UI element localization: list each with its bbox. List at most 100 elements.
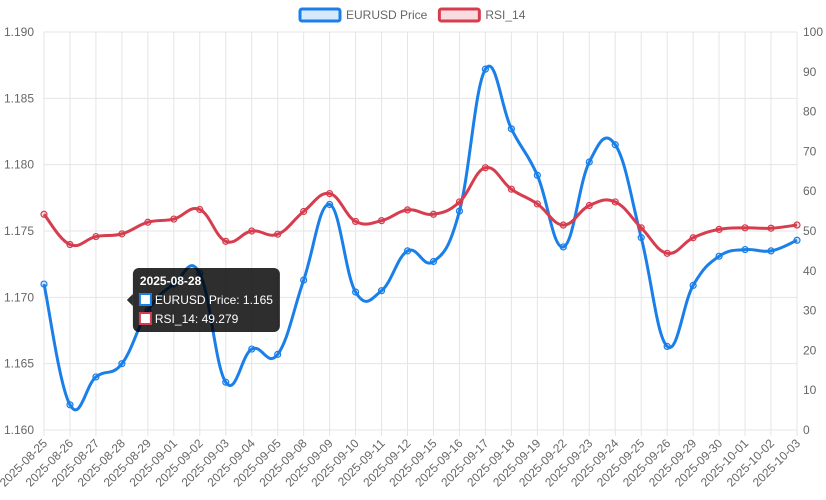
data-point-rsi-14[interactable] xyxy=(663,249,671,257)
right-y-tick-label: 90 xyxy=(803,65,817,79)
data-point-eurusd-price[interactable] xyxy=(118,360,126,368)
data-point-rsi-14[interactable] xyxy=(40,210,48,218)
data-point-eurusd-price[interactable] xyxy=(767,247,775,255)
data-point-rsi-14[interactable] xyxy=(403,206,412,214)
tooltip-title: 2025-08-28 xyxy=(140,274,202,288)
data-point-eurusd-price[interactable] xyxy=(689,281,697,289)
data-point-eurusd-price[interactable] xyxy=(481,65,490,73)
tooltip-box xyxy=(132,268,280,332)
legend-swatch xyxy=(437,7,481,23)
left-y-tick-label: 1.180 xyxy=(4,158,34,172)
data-point-rsi-14[interactable] xyxy=(274,230,282,238)
series-points[interactable] xyxy=(40,65,801,409)
data-point-eurusd-price[interactable] xyxy=(66,401,74,409)
right-y-tick-label: 50 xyxy=(803,224,817,238)
left-y-tick-label: 1.160 xyxy=(4,423,34,437)
series-line-eurusd-price xyxy=(42,64,798,412)
data-point-rsi-14[interactable] xyxy=(118,230,126,238)
left-y-axis: 1.160 1.165 1.170 1.175 1.180 1.185 1.190 xyxy=(4,25,34,437)
data-point-eurusd-price[interactable] xyxy=(300,276,308,284)
series-lines xyxy=(42,64,798,412)
right-y-tick-label: 10 xyxy=(803,383,817,397)
data-point-eurusd-price[interactable] xyxy=(455,207,464,215)
data-point-eurusd-price[interactable] xyxy=(351,288,360,296)
legend-label: RSI_14 xyxy=(485,8,525,22)
data-point-rsi-14[interactable] xyxy=(767,224,775,232)
data-point-rsi-14[interactable] xyxy=(455,198,464,206)
data-point-rsi-14[interactable] xyxy=(300,207,308,216)
series-line-rsi-14 xyxy=(42,166,798,255)
right-y-tick-label: 30 xyxy=(803,304,817,318)
data-point-rsi-14[interactable] xyxy=(793,221,801,229)
data-point-eurusd-price[interactable] xyxy=(326,200,334,209)
data-point-eurusd-price[interactable] xyxy=(507,125,515,133)
right-y-tick-label: 80 xyxy=(803,105,817,119)
data-point-eurusd-price[interactable] xyxy=(274,350,282,358)
data-point-rsi-14[interactable] xyxy=(689,234,697,242)
data-point-rsi-14[interactable] xyxy=(92,232,100,241)
x-axis: 2025-08-252025-08-262025-08-272025-08-28… xyxy=(0,436,803,490)
data-point-eurusd-price[interactable] xyxy=(663,342,671,351)
right-y-tick-label: 40 xyxy=(803,264,817,278)
data-point-rsi-14[interactable] xyxy=(637,224,645,232)
tooltip: 2025-08-28 EURUSD Price: 1.165 RSI_14: 49.… xyxy=(126,268,280,332)
data-point-eurusd-price[interactable] xyxy=(715,252,723,260)
data-point-rsi-14[interactable] xyxy=(481,164,490,172)
left-y-tick-label: 1.165 xyxy=(4,357,34,371)
data-point-eurusd-price[interactable] xyxy=(741,245,749,254)
tooltip-swatch xyxy=(138,312,152,325)
right-y-tick-label: 70 xyxy=(803,144,817,158)
right-y-tick-label: 0 xyxy=(803,423,810,437)
tooltip-caret xyxy=(126,294,133,306)
data-point-eurusd-price[interactable] xyxy=(222,378,230,386)
left-y-tick-label: 1.175 xyxy=(4,224,34,238)
right-y-tick-label: 20 xyxy=(803,343,817,357)
legend[interactable]: EURUSD Price RSI_14 xyxy=(298,7,526,23)
left-y-tick-label: 1.190 xyxy=(4,25,34,39)
legend-item-eurusd-price[interactable]: EURUSD Price xyxy=(298,7,428,23)
data-point-rsi-14[interactable] xyxy=(715,225,723,234)
data-point-eurusd-price[interactable] xyxy=(403,247,412,255)
data-point-rsi-14[interactable] xyxy=(559,221,567,229)
data-point-rsi-14[interactable] xyxy=(429,210,438,218)
data-point-eurusd-price[interactable] xyxy=(429,257,438,266)
data-point-eurusd-price[interactable] xyxy=(377,287,386,295)
right-y-tick-label: 60 xyxy=(803,184,817,198)
grid xyxy=(43,31,798,436)
data-point-eurusd-price[interactable] xyxy=(611,141,619,149)
data-point-rsi-14[interactable] xyxy=(351,217,360,226)
right-y-axis: 0 10 20 30 40 50 60 70 80 90 100 xyxy=(803,25,823,437)
legend-item-rsi-14[interactable]: RSI_14 xyxy=(437,7,526,23)
data-point-rsi-14[interactable] xyxy=(248,227,256,235)
legend-swatch xyxy=(298,7,342,23)
tooltip-line: RSI_14: 49.279 xyxy=(155,312,239,326)
data-point-rsi-14[interactable] xyxy=(66,240,74,249)
data-point-rsi-14[interactable] xyxy=(741,224,749,232)
data-point-rsi-14[interactable] xyxy=(533,200,541,208)
data-point-eurusd-price[interactable] xyxy=(585,158,593,166)
data-point-eurusd-price[interactable] xyxy=(559,243,567,251)
data-point-rsi-14[interactable] xyxy=(611,198,619,206)
data-point-eurusd-price[interactable] xyxy=(533,171,541,179)
data-point-rsi-14[interactable] xyxy=(377,217,386,225)
data-point-rsi-14[interactable] xyxy=(170,215,178,223)
data-point-rsi-14[interactable] xyxy=(196,205,204,214)
data-point-eurusd-price[interactable] xyxy=(793,236,801,244)
data-point-rsi-14[interactable] xyxy=(144,218,152,226)
data-point-eurusd-price[interactable] xyxy=(248,345,256,353)
tooltip-line: EURUSD Price: 1.165 xyxy=(155,293,273,307)
data-point-eurusd-price[interactable] xyxy=(637,234,645,242)
data-point-rsi-14[interactable] xyxy=(222,237,230,245)
data-point-rsi-14[interactable] xyxy=(585,201,593,210)
data-point-eurusd-price[interactable] xyxy=(92,373,100,381)
data-point-eurusd-price[interactable] xyxy=(40,280,48,288)
tooltip-swatch xyxy=(138,293,152,306)
left-y-tick-label: 1.185 xyxy=(4,91,34,105)
right-y-tick-label: 100 xyxy=(803,25,823,39)
legend-label: EURUSD Price xyxy=(346,8,428,22)
left-y-tick-label: 1.170 xyxy=(4,290,34,304)
data-point-rsi-14[interactable] xyxy=(507,185,515,193)
data-point-rsi-14[interactable] xyxy=(326,189,334,198)
